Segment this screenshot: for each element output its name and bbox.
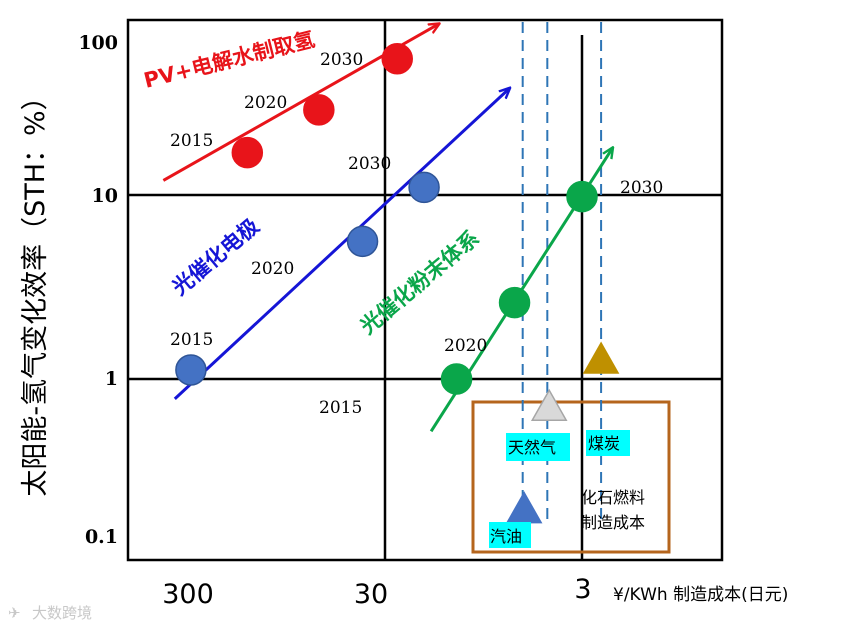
y-tick-label: 100 [78, 32, 118, 54]
tag-natural-gas: 天然气 [508, 438, 556, 457]
data-point [175, 354, 207, 386]
year-label: 2020 [444, 336, 487, 356]
data-point [566, 180, 598, 213]
data-point [498, 286, 531, 319]
x-tick-label: 3 [574, 574, 591, 605]
year-label: 2030 [620, 178, 663, 198]
data-points [175, 43, 598, 395]
year-label: 2015 [170, 330, 213, 350]
tag-bg-coal [586, 430, 630, 456]
year-label: 2020 [244, 93, 287, 113]
plot-frame [126, 18, 724, 562]
trend-arrow [173, 88, 510, 400]
x-tick-label: 30 [354, 579, 388, 610]
fossil-box-title-line1: 化石燃料 [581, 488, 645, 507]
year-label: 2030 [320, 50, 363, 70]
data-point [381, 43, 413, 75]
year-label: 2030 [348, 154, 391, 174]
y-tick-label: 0.1 [85, 526, 118, 548]
x-axis-unit-label: ¥/KWh 制造成本(日元) [613, 585, 788, 605]
fossil-markers [505, 341, 620, 524]
data-point [231, 136, 264, 169]
tag-gasoline: 汽油 [490, 527, 522, 546]
fossil-triangle [530, 388, 568, 422]
y-tick-label: 1 [105, 368, 118, 390]
x-tick-label: 300 [162, 579, 214, 610]
data-point [408, 171, 440, 204]
fossil-triangle [582, 341, 620, 374]
y-axis-title: 太阳能-氢气变化效率（STH：%） [20, 83, 51, 496]
data-point [346, 225, 379, 258]
year-label: 2015 [319, 398, 362, 418]
fossil-fuel-box [471, 400, 671, 554]
tag-bg-natural-gas [506, 433, 570, 461]
data-point [440, 363, 473, 395]
year-label: 2020 [251, 259, 294, 279]
fossil-box-title-line2: 制造成本 [581, 513, 645, 532]
data-point [303, 94, 335, 126]
year-label: 2015 [170, 131, 213, 151]
tag-bg-gasoline [489, 522, 531, 548]
tag-coal: 煤炭 [588, 434, 620, 453]
watermark-icon: ✈ [8, 604, 21, 622]
watermark: 大数跨境 [32, 604, 92, 622]
y-tick-label: 10 [92, 185, 118, 207]
